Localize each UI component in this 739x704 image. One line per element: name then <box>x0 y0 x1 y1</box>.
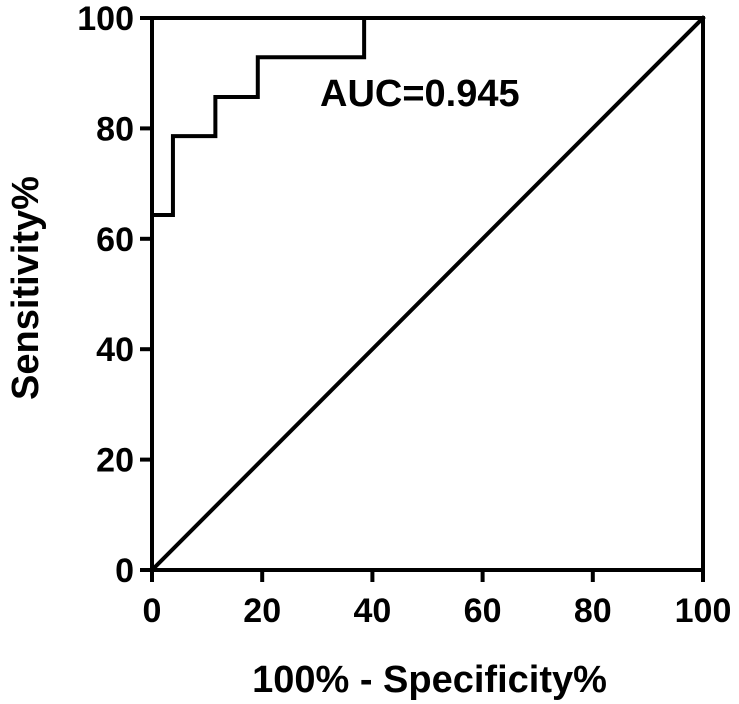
auc-annotation: AUC=0.945 <box>320 73 520 115</box>
y-axis-title: Sensitivity% <box>5 176 47 400</box>
x-tick-label: 100 <box>675 592 732 630</box>
y-tick-label: 100 <box>77 0 134 38</box>
x-tick-label: 20 <box>243 592 281 630</box>
y-tick-label: 60 <box>96 221 134 259</box>
labels: AUC=0.945 100% - Specificity% Sensitivit… <box>5 73 607 701</box>
x-tick-label: 0 <box>143 592 162 630</box>
x-axis-title: 100% - Specificity% <box>252 659 607 701</box>
y-tick-label: 20 <box>96 442 134 480</box>
x-tick-label: 80 <box>574 592 612 630</box>
y-tick-label: 80 <box>96 110 134 148</box>
x-tick-label: 60 <box>464 592 502 630</box>
y-tick-label: 0 <box>115 552 134 590</box>
x-tick-label: 40 <box>353 592 391 630</box>
y-tick-label: 40 <box>96 331 134 369</box>
